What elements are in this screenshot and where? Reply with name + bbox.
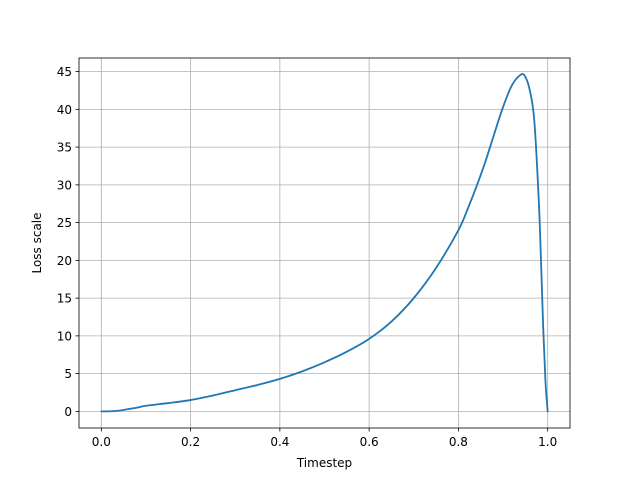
y-axis-label: Loss scale	[30, 212, 44, 273]
series-line	[100, 73, 549, 413]
x-tick-label: 0.4	[270, 435, 289, 449]
x-tick-label: 0.2	[181, 435, 200, 449]
y-tick-label: 20	[57, 254, 72, 268]
y-tick-label: 0	[64, 405, 72, 419]
x-tick-label: 0.8	[449, 435, 468, 449]
y-axis: 0 5 10 15 20 25 30 35 40 45	[57, 65, 79, 419]
x-tick-label: 0.6	[360, 435, 379, 449]
y-tick-label: 45	[57, 65, 72, 79]
y-tick-label: 15	[57, 292, 72, 306]
x-axis-label: Timestep	[296, 456, 352, 470]
y-tick-label: 30	[57, 178, 72, 192]
plot-frame	[78, 57, 571, 429]
series-layer	[100, 73, 549, 413]
y-tick-label: 25	[57, 216, 72, 230]
x-axis: 0.0 0.2 0.4 0.6 0.8 1.0	[92, 428, 557, 449]
y-tick-label: 40	[57, 103, 72, 117]
grid-lines	[79, 58, 570, 428]
x-tick-label: 1.0	[538, 435, 557, 449]
y-tick-label: 35	[57, 141, 72, 155]
x-tick-label: 0.0	[92, 435, 111, 449]
y-tick-label: 10	[57, 329, 72, 343]
y-tick-label: 5	[64, 367, 72, 381]
